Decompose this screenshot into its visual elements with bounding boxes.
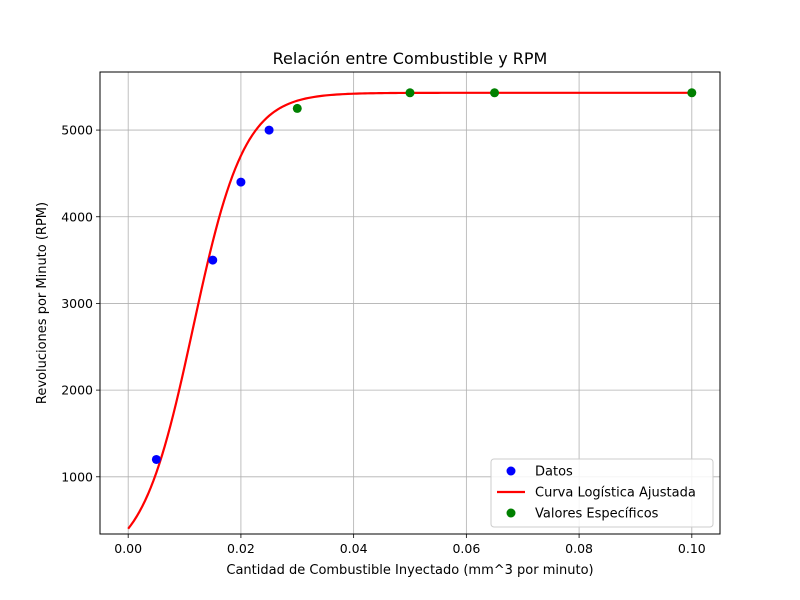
y-tick-label: 1000 [61,469,93,484]
legend-marker [506,466,516,476]
data-point [151,454,161,464]
specific-value-point [405,88,415,98]
x-tick-label: 0.06 [452,541,480,556]
grid [100,72,720,534]
x-tick-label: 0.10 [678,541,706,556]
x-tick-label: 0.04 [340,541,368,556]
specific-value-point [292,103,302,113]
data-point [264,125,274,135]
plot-data [127,88,697,530]
x-axis-label: Cantidad de Combustible Inyectado (mm^3 … [226,563,593,578]
legend-label: Curva Logística Ajustada [535,486,696,501]
specific-value-point [687,88,697,98]
legend-label: Datos [535,465,573,480]
legend: Datos Curva Logística Ajustada Valores Esp… [490,458,714,528]
x-tick-label: 0.02 [227,541,255,556]
legend-box [490,458,714,528]
legend-label: Valores Específicos [535,507,659,522]
plot-frame [99,71,721,535]
chart-title: Relación entre Combustible y RPM [273,49,548,68]
legend-marker [506,508,516,518]
ticks: 0.00 0.02 0.04 0.06 0.08 0.10 1000 2000 3000 4000… [61,123,706,556]
y-tick-label: 2000 [61,383,93,398]
specific-value-point [490,88,500,98]
data-point [208,255,218,265]
x-tick-label: 0.08 [565,541,593,556]
data-point [236,177,246,187]
y-tick-label: 3000 [61,296,93,311]
y-tick-label: 4000 [61,209,93,224]
y-axis-label: Revoluciones por Minuto (RPM) [35,202,50,404]
y-tick-label: 5000 [61,123,93,138]
x-tick-label: 0.00 [114,541,142,556]
